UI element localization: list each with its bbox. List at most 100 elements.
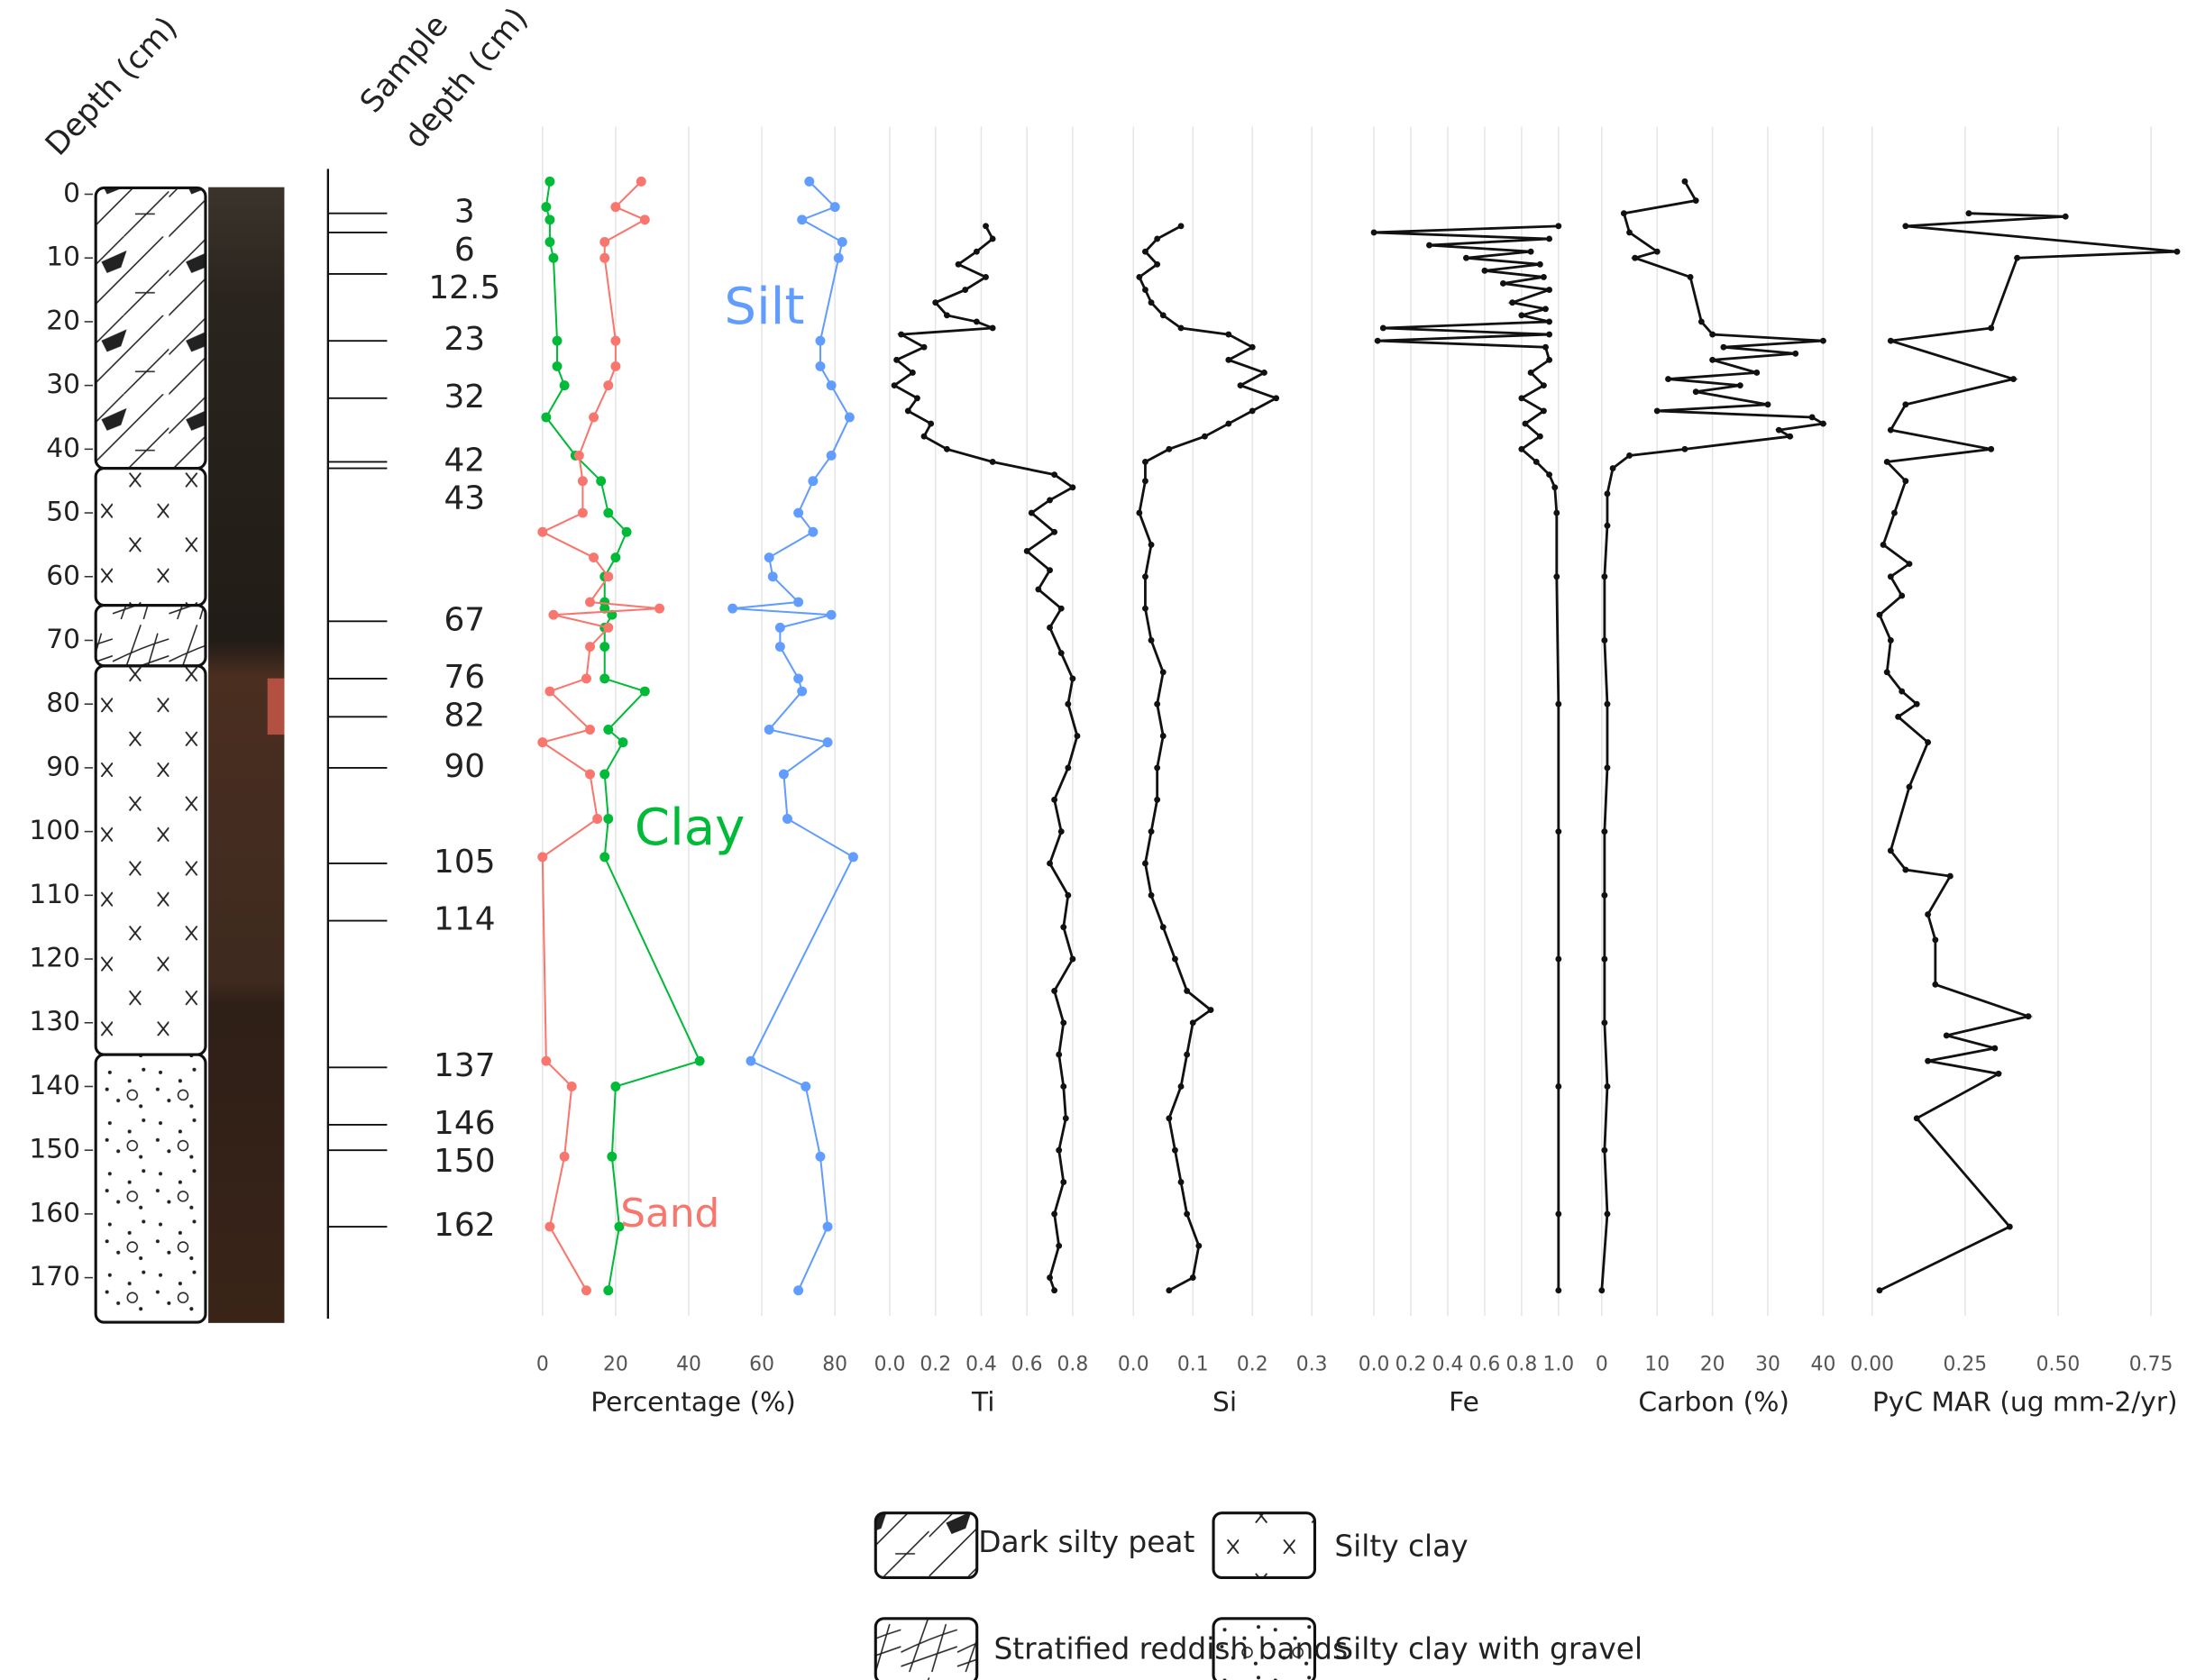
profile-point [1887,426,1894,434]
profile-point [548,252,559,263]
profile-point [1925,1057,1932,1064]
depth-tick-label: 70 [46,623,80,654]
depth-tick-label: 140 [29,1069,80,1100]
x-tick-label: 0.50 [2036,1354,2081,1376]
profile-point [1225,356,1232,363]
depth-tick-label: 100 [29,814,80,845]
x-tick-label: 0.6 [1011,1354,1043,1376]
profile-point [1051,1287,1058,1294]
profile-point [541,1055,552,1066]
lithology-unit [94,604,207,668]
profile-point [1047,624,1053,631]
profile-point [1533,459,1540,465]
profile-point [1887,337,1894,344]
series-label: Sand [620,1191,719,1237]
x-tick-label: 0.75 [2129,1354,2173,1376]
x-tick-label: 0.3 [1296,1354,1328,1376]
profile-point [1184,987,1191,994]
profile-point [1681,178,1688,185]
profile-point [1201,433,1208,440]
legend-label: Silty clay [1334,1529,1468,1564]
profile-point [1189,1274,1196,1282]
profile-point [639,686,650,697]
x-tick-label: 0.6 [1469,1354,1501,1376]
profile-point [1555,955,1562,963]
profile-point [1876,1287,1883,1294]
depth-tick-label: 130 [29,1005,80,1036]
profile-point [1062,1115,1069,1122]
profile-point [1069,484,1076,491]
profile-point [621,526,632,537]
profile-point [1665,376,1671,382]
profile-point [544,215,555,225]
profile-point [767,571,778,582]
profile-point [2173,248,2181,255]
profile-point [603,725,614,735]
profile-point [1891,509,1898,516]
profile-point [1060,1179,1067,1185]
profile-point [1546,356,1553,363]
profile-point [589,412,599,423]
profile-point [1047,1274,1053,1282]
profile-point [920,433,928,440]
profile-point [1057,828,1065,835]
profile-point [1225,331,1232,338]
x-tick-label: 0.8 [1505,1354,1537,1376]
profile-point [1899,592,1906,599]
sample-depth-label: 6 [454,232,475,269]
profile-point [1207,1007,1214,1014]
profile-point [1159,924,1167,931]
profile-point [1237,382,1244,389]
profile-point [552,361,563,371]
profile-point [2006,1223,2013,1230]
profile-point [585,642,595,653]
depth-tick-label: 150 [29,1133,80,1164]
profile-point [1887,637,1894,644]
x-tick-label: 0.0 [1118,1354,1149,1376]
core-photo-detail [267,678,285,735]
profile-point [559,1151,570,1162]
profile-point [596,476,607,487]
sample-depth-label: 23 [444,321,485,358]
profile-point [1159,733,1167,739]
sample-depth-label: 43 [444,480,485,517]
x-axis-title: Carbon (%) [1638,1385,1789,1417]
profile-point [920,343,928,351]
profile-point [1249,407,1256,415]
profile-point [1736,382,1743,389]
x-tick-label: 0.00 [1850,1354,1894,1376]
profile-point [1148,637,1155,644]
profile-point [1555,700,1562,708]
profile-point [1065,700,1072,708]
profile-point [1598,1287,1606,1294]
profile-point [1913,700,1920,708]
profile-point [1051,528,1058,535]
profile-point [1808,414,1816,421]
profile-point [1177,1083,1185,1090]
profile-point [1692,388,1699,396]
profile-point [1154,700,1161,708]
profile-point [603,507,614,518]
profile-point [636,176,646,187]
profile-point [1154,235,1161,242]
legend-label: Dark silty peat [978,1525,1194,1559]
profile-point [1159,669,1167,676]
profile-point [1876,611,1883,618]
sample-depth-label: 76 [444,659,485,696]
profile-point [793,1285,804,1296]
x-tick-label: 80 [822,1354,847,1376]
profile-point [603,814,614,824]
profile-point [1142,478,1148,485]
x-tick-label: 60 [749,1354,774,1376]
profile-point [822,737,833,748]
series-label: Silt [724,278,804,336]
profile-point [1189,1019,1196,1027]
profile-point [1601,891,1608,899]
profile-point [1051,987,1058,994]
profile-point [1692,197,1699,204]
profile-point [1601,828,1608,835]
profile-point [1051,1210,1058,1218]
profile-point [1546,235,1553,242]
sample-depth-label: 146 [434,1105,496,1142]
profile-point [1136,509,1143,516]
